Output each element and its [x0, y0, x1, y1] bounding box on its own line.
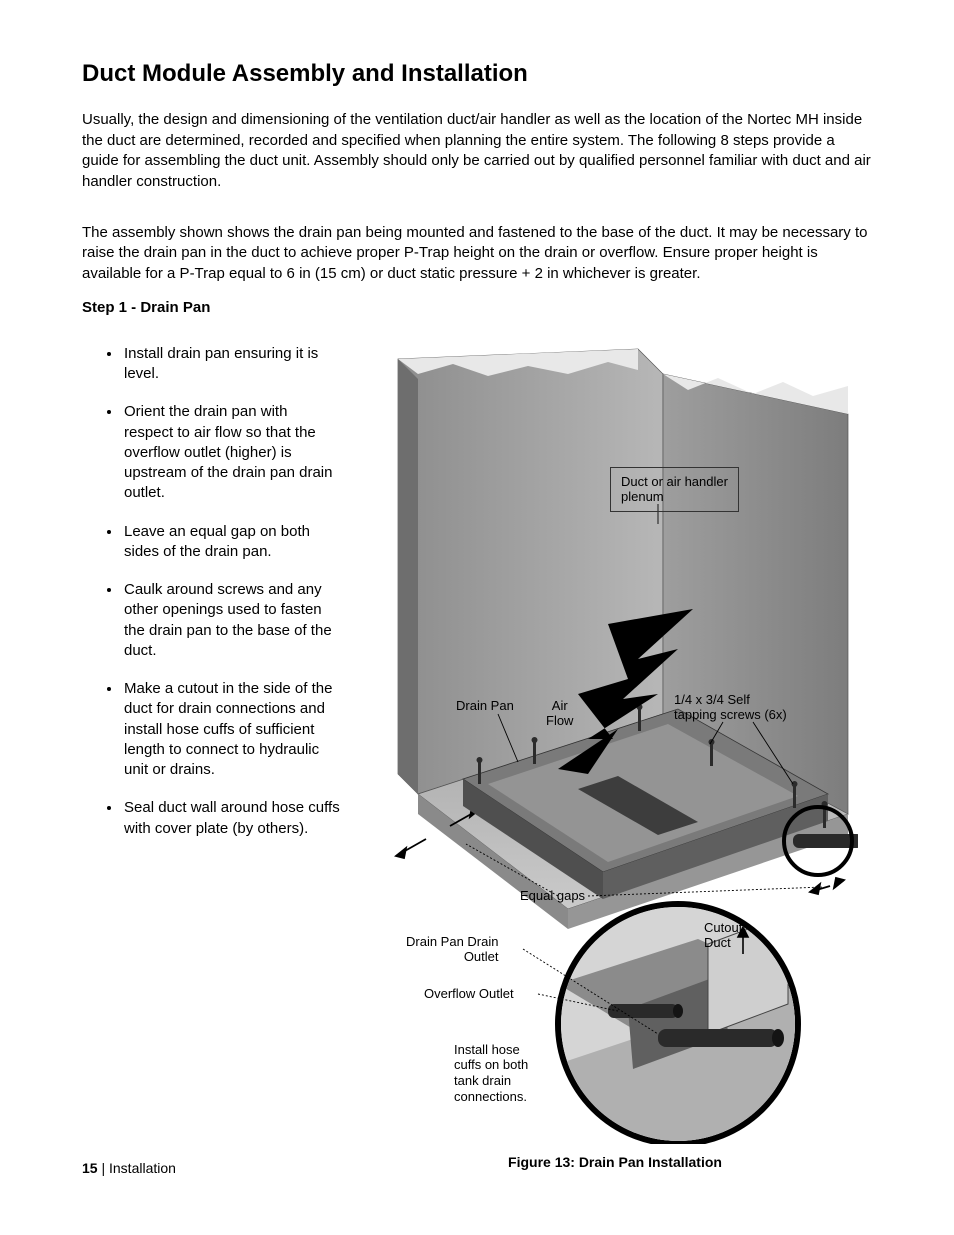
bullet-item: Seal duct wall around hose cuffs with co… — [122, 798, 340, 839]
paragraph-assembly: The assembly shown shows the drain pan b… — [82, 223, 872, 285]
figure-diagram: Duct or air handler plenum Drain Pan Air… — [358, 344, 858, 1144]
figure-caption: Figure 13: Drain Pan Installation — [358, 1154, 872, 1170]
step1-heading: Step 1 - Drain Pan — [82, 299, 872, 316]
right-column: Duct or air handler plenum Drain Pan Air… — [358, 344, 872, 1170]
callout-equalgaps: Equal gaps — [520, 888, 585, 904]
callout-drainout: Drain Pan Drain Outlet — [406, 934, 499, 965]
bullet-item: Leave an equal gap on both sides of the … — [122, 522, 340, 563]
callout-airflow: Air Flow — [546, 698, 573, 729]
callout-hosecuff: Install hose cuffs on both tank drain co… — [454, 1042, 528, 1104]
drain-pan-svg — [358, 344, 858, 1144]
page-container: Duct Module Assembly and Installation Us… — [0, 0, 954, 1210]
paragraph-intro: Usually, the design and dimensioning of … — [82, 110, 872, 193]
bullet-item: Make a cutout in the side of the duct fo… — [122, 679, 340, 780]
step-bullets: Install drain pan ensuring it is level. … — [122, 344, 340, 839]
callout-overflow: Overflow Outlet — [424, 986, 514, 1002]
bullet-item: Orient the drain pan with respect to air… — [122, 402, 340, 503]
left-column: Install drain pan ensuring it is level. … — [82, 344, 350, 857]
page-footer: 15 | Installation — [82, 1160, 176, 1176]
footer-separator: | — [98, 1160, 109, 1176]
callout-screws: 1/4 x 3/4 Self tapping screws (6x) — [674, 692, 787, 723]
bullet-item: Caulk around screws and any other openin… — [122, 580, 340, 661]
page-number: 15 — [82, 1160, 98, 1176]
callout-plenum: Duct or air handler plenum — [610, 467, 739, 512]
page-title: Duct Module Assembly and Installation — [82, 60, 872, 88]
footer-section: Installation — [109, 1160, 176, 1176]
callout-drainpan: Drain Pan — [456, 698, 514, 714]
content-columns: Install drain pan ensuring it is level. … — [82, 344, 872, 1170]
bullet-item: Install drain pan ensuring it is level. — [122, 344, 340, 385]
callout-cutout: Cutout Duct — [704, 920, 742, 951]
